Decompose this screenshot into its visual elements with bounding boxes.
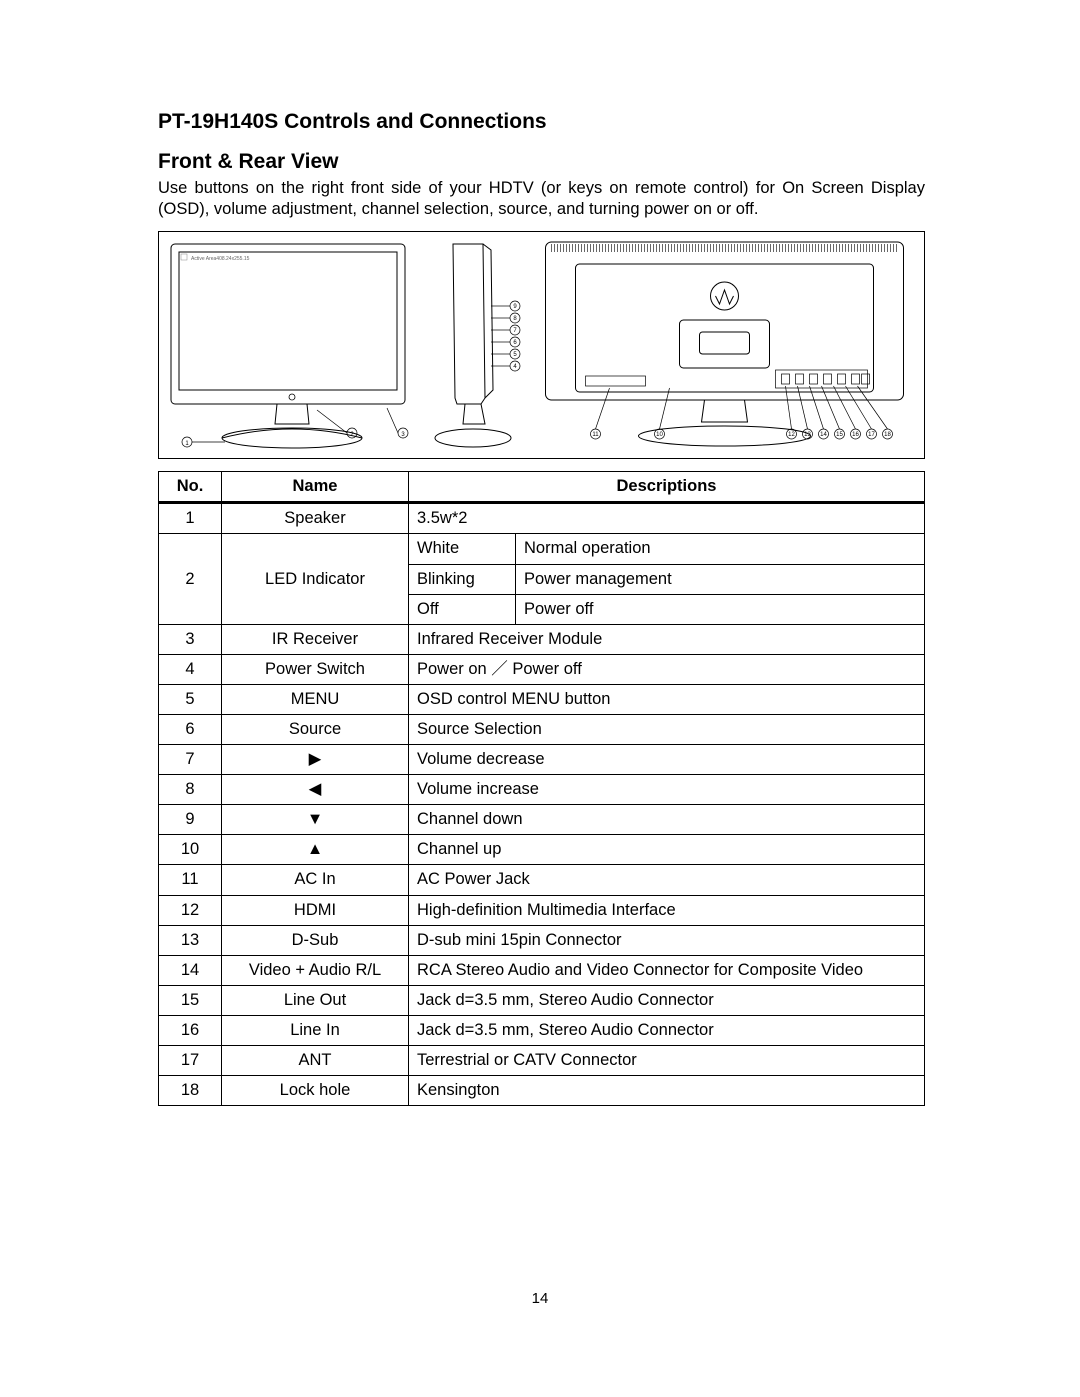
table-row: 5MENUOSD control MENU button: [159, 684, 925, 714]
svg-text:13: 13: [804, 432, 811, 438]
table-row: 18Lock holeKensington: [159, 1076, 925, 1106]
svg-text:8: 8: [513, 316, 517, 322]
svg-text:3: 3: [401, 432, 405, 438]
table-header-row: No. Name Descriptions: [159, 472, 925, 503]
svg-text:16: 16: [852, 432, 859, 438]
svg-text:14: 14: [820, 432, 827, 438]
table-row: 9▼Channel down: [159, 805, 925, 835]
page-title: PT-19H140S Controls and Connections: [158, 110, 925, 134]
th-desc: Descriptions: [409, 472, 925, 503]
table-row: 10▲Channel up: [159, 835, 925, 865]
controls-table: No. Name Descriptions 1Speaker3.5w*22LED…: [158, 471, 925, 1106]
svg-text:9: 9: [513, 304, 517, 310]
table-row: 16Line InJack d=3.5 mm, Stereo Audio Con…: [159, 1015, 925, 1045]
svg-text:1: 1: [185, 441, 189, 447]
table-row: 8◀Volume increase: [159, 775, 925, 805]
svg-text:Active Area408.24x255.15: Active Area408.24x255.15: [191, 256, 250, 262]
svg-text:15: 15: [836, 432, 843, 438]
svg-text:5: 5: [513, 352, 517, 358]
table-row: 12HDMIHigh-definition Multimedia Interfa…: [159, 895, 925, 925]
svg-text:11: 11: [592, 432, 599, 438]
svg-text:12: 12: [788, 432, 795, 438]
diagram-side-view: 9 8 7 6 5 4: [425, 238, 525, 454]
svg-text:18: 18: [884, 432, 891, 438]
page-number: 14: [0, 1290, 1080, 1307]
section-subtitle: Front & Rear View: [158, 150, 925, 174]
svg-text:17: 17: [868, 432, 875, 438]
table-row: 6SourceSource Selection: [159, 715, 925, 745]
svg-text:6: 6: [513, 340, 517, 346]
table-row: 17ANTTerrestrial or CATV Connector: [159, 1046, 925, 1076]
th-no: No.: [159, 472, 222, 503]
table-row: 4Power SwitchPower on ／ Power off: [159, 654, 925, 684]
svg-text:4: 4: [513, 364, 517, 370]
svg-text:10: 10: [656, 432, 663, 438]
diagram-rear-view: 11 10 12 13 14 15 16 17 18: [533, 238, 916, 454]
table-row: 3IR ReceiverInfrared Receiver Module: [159, 624, 925, 654]
diagram-front-view: Active Area408.24x255.15 1 2 3: [167, 238, 417, 454]
table-row: 1Speaker3.5w*2: [159, 503, 925, 534]
diagram-panel: Active Area408.24x255.15 1 2 3: [158, 231, 925, 459]
table-row: 7▶Volume decrease: [159, 745, 925, 775]
table-row: 15Line OutJack d=3.5 mm, Stereo Audio Co…: [159, 985, 925, 1015]
svg-text:7: 7: [513, 328, 517, 334]
intro-paragraph: Use buttons on the right front side of y…: [158, 178, 925, 219]
table-row: 2LED IndicatorWhiteNormal operation: [159, 534, 925, 564]
th-name: Name: [222, 472, 409, 503]
table-row: 14Video + Audio R/LRCA Stereo Audio and …: [159, 955, 925, 985]
table-row: 11AC InAC Power Jack: [159, 865, 925, 895]
table-row: 13D-SubD-sub mini 15pin Connector: [159, 925, 925, 955]
